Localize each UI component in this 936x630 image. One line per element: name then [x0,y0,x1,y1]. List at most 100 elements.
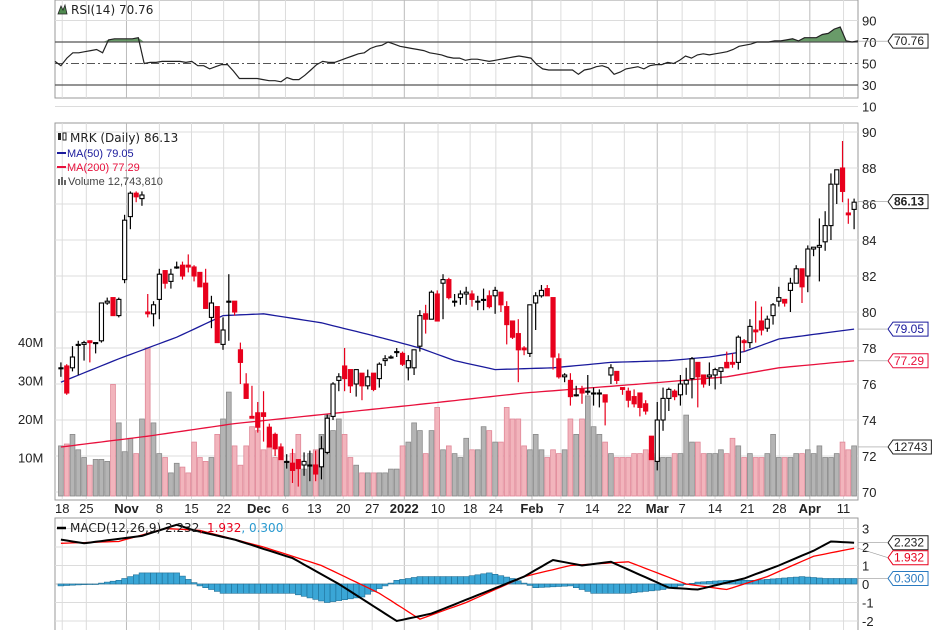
volume-bar [613,457,620,497]
candle-body [197,271,203,288]
macd-histogram-bar [451,576,458,585]
macd-histogram-bar [225,583,232,594]
candle [289,448,296,483]
macd-histogram-bar [596,583,603,594]
macd-histogram-bar [318,583,325,602]
candle [625,387,631,408]
price-tick-label: 76 [862,377,876,392]
candle-body [747,325,753,344]
candle-body [434,293,440,322]
candle-body [87,340,93,344]
price-tick-label: 74 [862,413,876,428]
volume-bar [399,445,406,497]
candle [64,364,70,395]
candle-body [828,183,834,227]
candle [573,385,579,397]
volume-bar [596,433,603,497]
candle [301,452,307,476]
candle-body [370,372,377,390]
candle [110,297,116,317]
candle-body [782,298,788,304]
macd-histogram-bar [190,582,198,585]
candle-body [608,367,614,376]
volume-bar [822,457,828,497]
volume-bar [243,445,250,497]
candle-body [243,383,249,399]
macd-histogram-bar [642,583,649,592]
macd-histogram-bar [694,581,702,585]
volume-bar [521,445,527,497]
volume-bar [214,433,221,497]
macd-histogram-bar [323,583,331,603]
candle [423,304,429,334]
macd-histogram-bar [156,572,163,585]
macd-legend: MACD(12,26,9) 2.232, 1.932, 0.300 [57,521,283,535]
candle [81,340,87,361]
candle [307,450,313,482]
candle-body [735,336,741,363]
candle [75,340,81,375]
candle [538,285,545,298]
candle-icon [58,132,67,141]
volume-bar [729,437,736,497]
candle [104,297,110,305]
candle [509,320,516,339]
candle [486,290,492,309]
candles [58,141,857,487]
macd-histogram-bar [497,575,505,585]
candle [237,342,244,384]
x-tick-label: 20 [336,501,350,516]
price-tick-label: 72 [862,449,876,464]
candle-body [509,320,516,338]
macd-histogram-bar [121,578,128,585]
macd-histogram-bar [208,583,215,590]
candle [706,362,712,386]
tag-box [887,321,929,337]
x-tick-label: 15 [184,501,198,516]
volume-bar [144,347,151,497]
macd-histogram-bar [584,583,592,592]
candle-body [463,291,469,295]
volume-bar [787,457,794,497]
volume-icon [58,177,66,185]
macd-histogram-bar [798,576,806,585]
volume-bar [104,460,111,497]
candle-body [562,374,568,378]
panel-frames [54,0,859,630]
candle [388,355,394,359]
candle [585,375,591,395]
candle-body [504,306,510,326]
candle-body [486,295,492,308]
macd-histogram-bar [277,583,285,594]
candle-body [851,201,857,210]
volume-bar [695,441,701,497]
volume-bar [602,441,608,497]
candle [533,292,539,330]
candle-body [359,372,365,387]
volume-bar [254,430,261,497]
candle [330,382,336,420]
macd-histogram-bar [127,576,134,585]
candle [382,355,388,366]
volume-bar [69,433,76,497]
macd-histogram-bar [781,577,788,585]
candle [718,367,724,384]
volume-bar [752,457,759,497]
macd-histogram-bar [214,583,221,592]
volume-bar [150,422,157,497]
candle-body [567,379,574,398]
volume-bar [712,453,718,497]
macd-histogram-bar [260,583,267,594]
candle [590,387,597,406]
candle-body [776,297,782,302]
candle-body [208,302,215,318]
candle [116,297,122,318]
volume-bar [457,457,464,497]
volume-value-tag: 12743 [858,439,932,455]
macd-histogram-bar [827,578,835,585]
candle [787,277,794,312]
macd-histogram-bar [422,576,429,585]
candle-body [724,361,730,369]
candle-body [237,349,244,363]
